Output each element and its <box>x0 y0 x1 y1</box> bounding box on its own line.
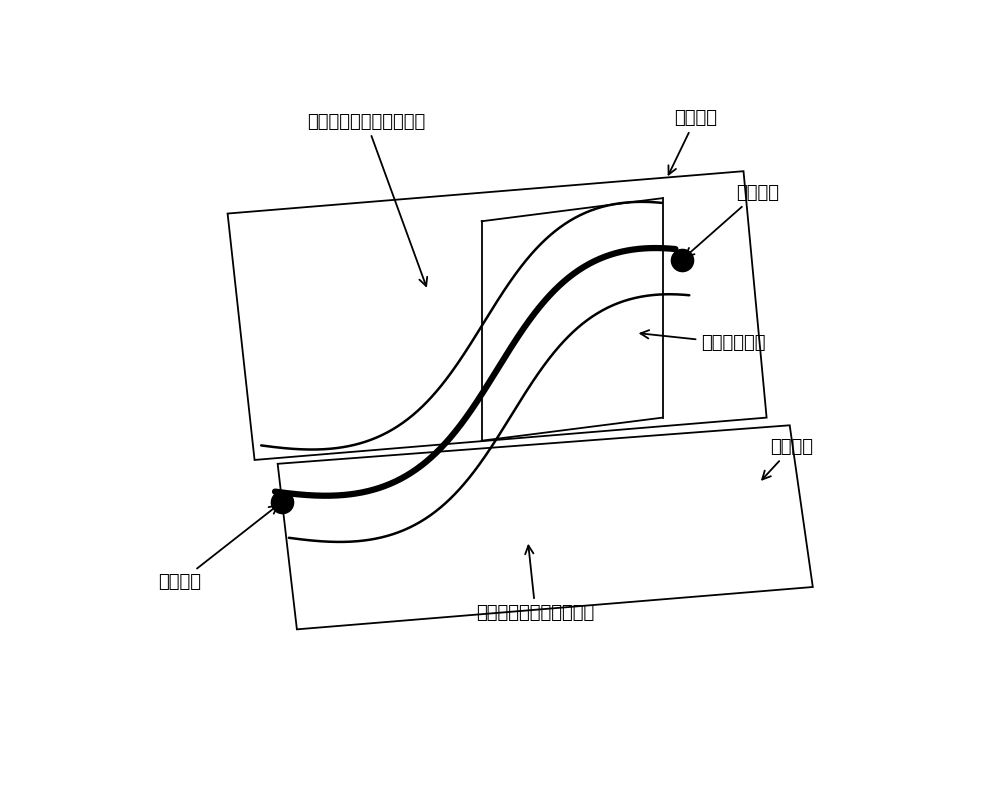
Text: 第一平面的预定移动路径: 第一平面的预定移动路径 <box>307 112 427 286</box>
Text: 第二平面的预定移动路径: 第二平面的预定移动路径 <box>476 546 595 622</box>
Text: 取物机构: 取物机构 <box>158 506 278 591</box>
Text: 第二平面: 第二平面 <box>762 438 813 480</box>
Text: 取物机构: 取物机构 <box>685 184 779 257</box>
Text: 预定移动路径: 预定移动路径 <box>640 330 766 352</box>
Text: 第一平面: 第一平面 <box>668 109 717 174</box>
